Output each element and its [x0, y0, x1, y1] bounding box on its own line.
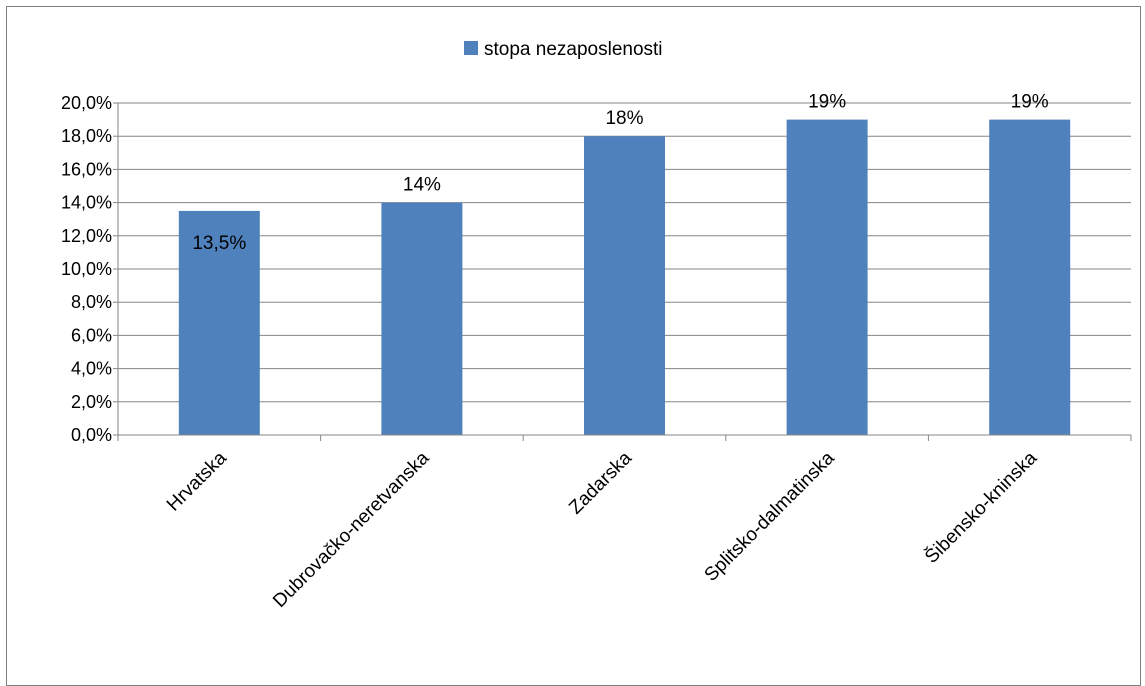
data-label: 13,5% — [192, 233, 246, 254]
y-axis-tick-label: 4,0% — [71, 359, 112, 379]
legend-label: stopa nezaposlenosti — [484, 39, 663, 60]
y-axis-tick-label: 12,0% — [61, 226, 112, 246]
bar — [178, 210, 260, 435]
y-axis-tick-label: 0,0% — [71, 425, 112, 445]
axes — [113, 102, 1132, 441]
y-axis-tick-label: 10,0% — [61, 259, 112, 279]
data-labels: 13,5% 14% 18% 19% 19% — [192, 92, 1048, 254]
bar — [381, 202, 463, 435]
x-axis-category-label: Dubrovačko-neretvanska — [269, 447, 434, 612]
y-axis-tick-label: 18,0% — [61, 126, 112, 146]
x-axis-category-label: Zadarska — [565, 447, 636, 518]
data-label: 14% — [403, 175, 441, 196]
y-axis-tick-label: 8,0% — [71, 292, 112, 312]
bar — [786, 119, 868, 435]
y-axis-tick-label: 14,0% — [61, 193, 112, 213]
x-axis-tick-labels: Hrvatska Dubrovačko-neretvanska Zadarska Sp… — [163, 447, 1042, 612]
data-label: 18% — [605, 108, 643, 129]
y-axis-tick-labels: 0,0% 2,0% 4,0% 6,0% 8,0% 10,0% 12,0% 14,0% 16,0%… — [61, 93, 112, 445]
y-axis-tick-label: 6,0% — [71, 325, 112, 345]
y-axis-tick-label: 2,0% — [71, 392, 112, 412]
x-axis-category-label: Splitsko-dalmatinska — [701, 447, 839, 585]
data-label: 19% — [1011, 92, 1049, 113]
bar — [989, 119, 1071, 435]
legend-swatch — [464, 41, 478, 55]
bars — [178, 119, 1071, 435]
legend: stopa nezaposlenosti — [464, 39, 663, 60]
x-axis-category-label: Hrvatska — [163, 447, 231, 515]
data-label: 19% — [808, 92, 846, 113]
x-axis-category-label: Šibensko-kninska — [920, 447, 1041, 568]
y-axis-tick-label: 16,0% — [61, 159, 112, 179]
bar — [584, 136, 665, 435]
y-axis-tick-label: 20,0% — [61, 93, 112, 113]
